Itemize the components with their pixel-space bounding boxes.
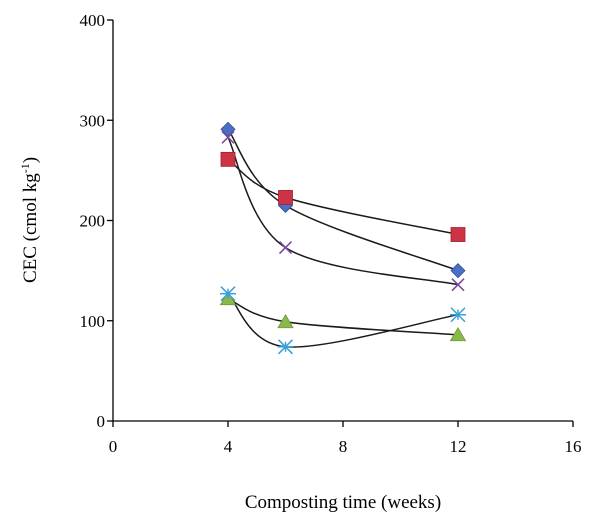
x-tick-label: 12 [450, 437, 467, 456]
series-5-point [277, 339, 294, 355]
series-1-curve [227, 128, 459, 272]
x-tick-label: 4 [224, 437, 233, 456]
x-tick-label: 0 [109, 437, 118, 456]
y-tick-label: 0 [97, 412, 106, 431]
axes [112, 20, 573, 422]
series-2-point [220, 151, 236, 167]
series-curves [227, 128, 459, 348]
y-ticks: 0 100 200 300 400 [80, 11, 113, 431]
y-axis-title-main: CEC (cmol kg [20, 173, 41, 283]
y-tick-label: 300 [80, 111, 106, 130]
y-axis-title: CEC (cmol kg-1) [18, 157, 41, 283]
series-4-point [221, 130, 235, 144]
series-3-curve [227, 298, 459, 336]
series-2-point [278, 190, 293, 205]
series-markers [219, 121, 467, 355]
series-4-point [451, 278, 465, 292]
series-1-point [220, 121, 236, 137]
series-4-point [278, 241, 293, 255]
x-tick-label: 16 [565, 437, 582, 456]
y-tick-label: 200 [80, 212, 106, 231]
series-5-point [450, 307, 466, 323]
series-5-curve [227, 293, 459, 348]
series-5-point [220, 286, 236, 302]
x-axis-title: Composting time (weeks) [245, 492, 441, 513]
x-ticks: 0 4 8 12 16 [109, 421, 582, 456]
y-tick-label: 400 [80, 11, 106, 30]
y-axis-title-sup: -1 [18, 163, 32, 173]
y-tick-label: 100 [80, 312, 106, 331]
series-3-point [449, 326, 467, 342]
series-1-point [450, 263, 466, 279]
series-3-point [277, 313, 294, 329]
series-2-point [450, 227, 466, 242]
x-tick-label: 8 [339, 437, 348, 456]
y-axis-title-close: ) [20, 157, 41, 163]
series-2-curve [227, 158, 459, 236]
